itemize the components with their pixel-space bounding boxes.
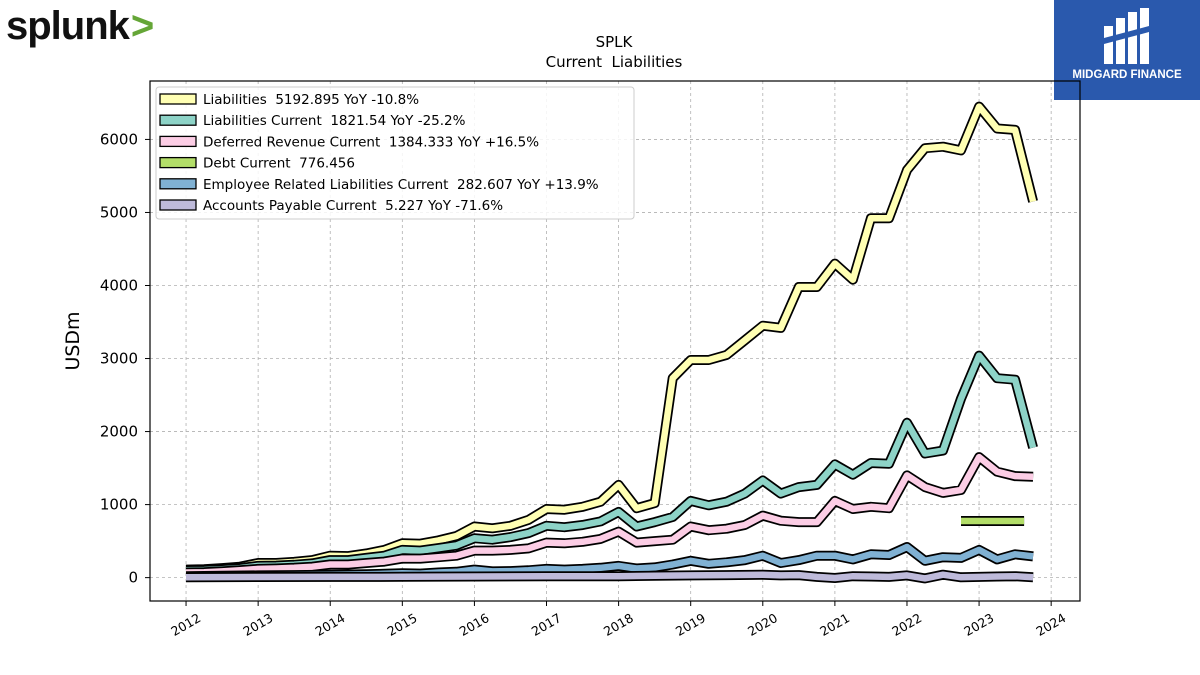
legend-swatch-liabilities-current xyxy=(159,114,197,126)
y-tick-label: 6000 xyxy=(100,130,138,148)
y-tick-label: 4000 xyxy=(100,276,138,294)
x-tick-label: 2015 xyxy=(385,610,420,639)
x-axis: 2012 2013 2014 2015 2016 2017 2018 2019 2020 2021… xyxy=(168,601,1068,639)
x-tick-label: 2022 xyxy=(889,610,924,639)
y-axis-label: USDm xyxy=(62,311,84,370)
y-tick-label: 0 xyxy=(128,569,138,587)
x-tick-label: 2012 xyxy=(168,610,203,639)
splunk-logo: splunk> xyxy=(6,4,154,49)
series-line xyxy=(185,571,1034,582)
x-tick-label: 2023 xyxy=(961,610,996,639)
chart-subtitle: Current Liabilities xyxy=(546,53,683,71)
legend-swatch-deferred-revenue xyxy=(159,135,197,148)
legend-label-debt-current: Debt Current 776.456 xyxy=(203,156,355,172)
legend-label-liabilities-current: Liabilities Current 1821.54 YoY -25.2% xyxy=(203,113,466,129)
chart-title: SPLK xyxy=(596,33,634,51)
series-line xyxy=(185,453,1034,576)
y-tick-label: 3000 xyxy=(100,350,138,368)
x-tick-label: 2017 xyxy=(529,610,564,639)
legend-swatch-employee-related xyxy=(159,178,197,190)
series-deferred-revenue xyxy=(185,452,1034,578)
legend-label-liabilities: Liabilities 5192.895 YoY -10.8% xyxy=(203,92,419,108)
y-tick-label: 2000 xyxy=(100,423,138,441)
legend-swatch-liabilities xyxy=(159,93,197,105)
series-accounts-payable xyxy=(185,569,1034,584)
x-tick-label: 2014 xyxy=(312,610,347,639)
x-tick-label: 2018 xyxy=(601,610,636,639)
x-tick-label: 2016 xyxy=(457,610,492,639)
y-axis: 0 1000 2000 3000 4000 5000 6000 xyxy=(100,130,150,587)
x-tick-label: 2021 xyxy=(817,610,852,639)
x-tick-label: 2019 xyxy=(673,610,708,639)
midgard-brand-text: MIDGARD FINANCE xyxy=(1072,69,1182,81)
x-tick-label: 2024 xyxy=(1033,610,1068,639)
splunk-chevron-icon: > xyxy=(130,4,154,48)
legend: Liabilities 5192.895 YoY -10.8% Liabiliti… xyxy=(155,86,635,220)
legend-label-deferred-revenue: Deferred Revenue Current 1384.333 YoY +1… xyxy=(203,134,539,150)
x-tick-label: 2013 xyxy=(240,610,275,639)
splunk-logo-text: splunk xyxy=(6,4,130,48)
y-tick-label: 1000 xyxy=(100,496,138,514)
legend-label-accounts-payable: Accounts Payable Current 5.227 YoY -71.6… xyxy=(203,198,503,214)
plot-frame xyxy=(149,80,1081,602)
x-tick-label: 2020 xyxy=(745,610,780,639)
y-tick-label: 5000 xyxy=(100,203,138,221)
series-layer xyxy=(185,101,1038,584)
legend-box xyxy=(155,86,635,220)
midgard-finance-logo: MIDGARD FINANCE xyxy=(1054,0,1200,100)
legend-swatch-accounts-payable xyxy=(159,199,197,211)
legend-label-employee-related: Employee Related Liabilities Current 282… xyxy=(203,177,599,193)
legend-swatch-debt-current xyxy=(159,156,197,169)
midgard-emblem-icon xyxy=(1104,8,1149,64)
